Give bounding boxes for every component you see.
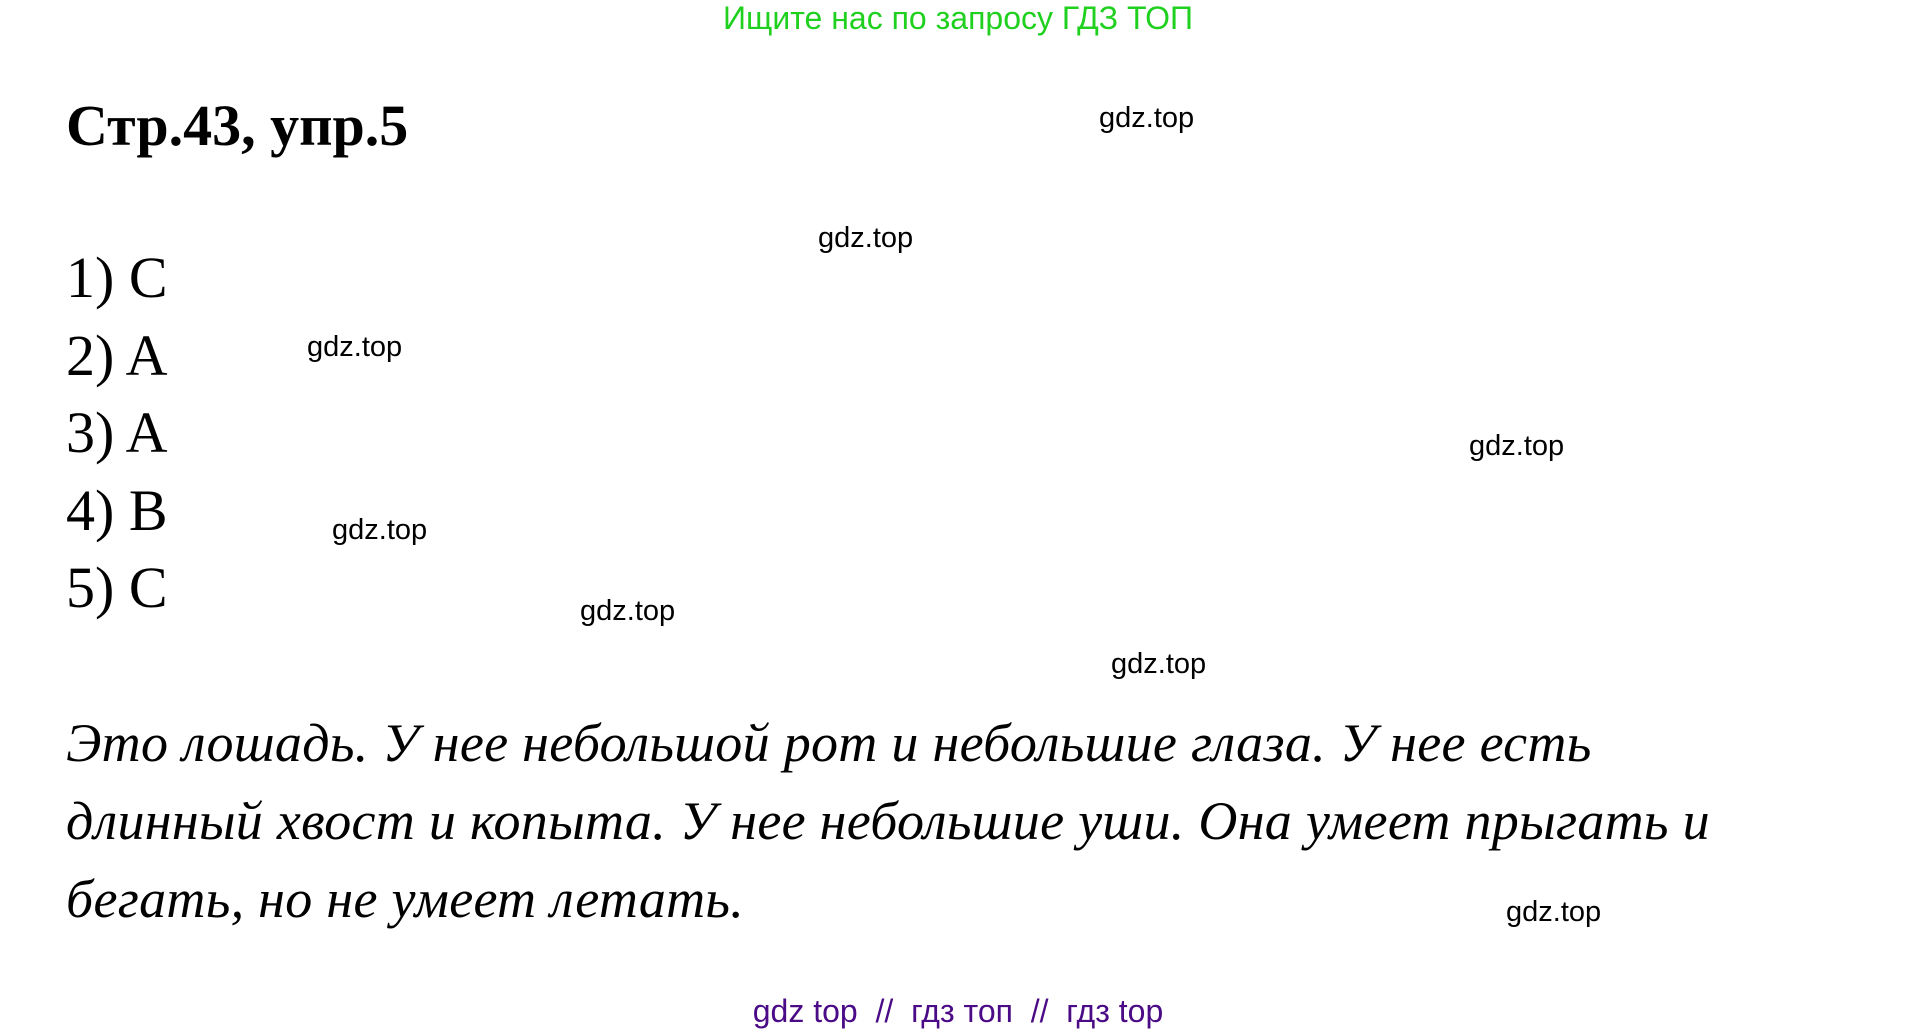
- footer-links: gdz top // гдз топ // гдз top: [752, 993, 1164, 1029]
- paragraph-line: Это лошадь. У нее небольшой рот и неболь…: [66, 713, 1592, 773]
- watermark: gdz.top: [1506, 896, 1602, 928]
- answer-item: 5) C: [66, 555, 168, 620]
- watermark: gdz.top: [580, 595, 676, 627]
- watermark: gdz.top: [818, 222, 914, 254]
- paragraph-line: бегать, но не умеет летать.: [66, 869, 745, 929]
- answer-item: 2) A: [66, 323, 168, 388]
- search-banner: Ищите нас по запросу ГДЗ ТОП: [723, 0, 1193, 36]
- watermark: gdz.top: [1099, 102, 1195, 134]
- watermark: gdz.top: [332, 514, 428, 546]
- answer-item: 3) A: [66, 400, 168, 465]
- answer-item: 4) B: [66, 478, 168, 543]
- answer-item: 1) C: [66, 245, 168, 310]
- watermark: gdz.top: [1111, 648, 1207, 680]
- watermark: gdz.top: [1469, 430, 1565, 462]
- page-title: Стр.43, упр.5: [66, 93, 409, 158]
- watermark: gdz.top: [307, 331, 403, 363]
- paragraph-line: длинный хвост и копыта. У нее небольшие …: [66, 791, 1710, 851]
